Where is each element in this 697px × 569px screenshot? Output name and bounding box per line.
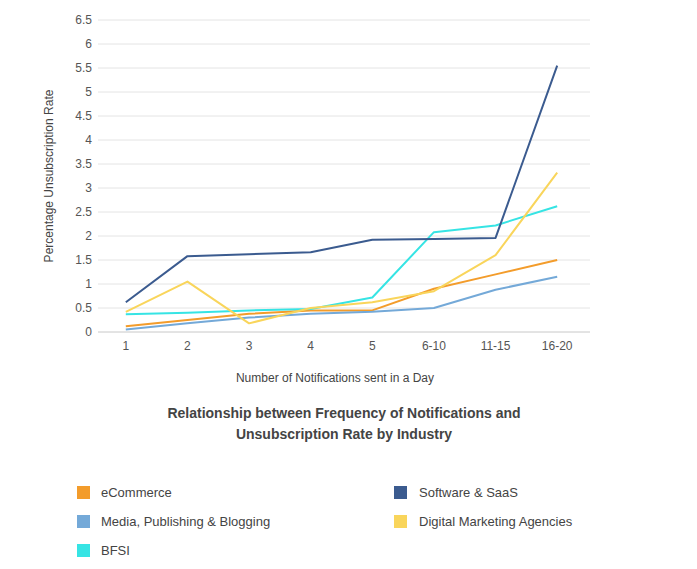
legend-label: BFSI xyxy=(101,543,130,558)
grid-line xyxy=(98,332,590,333)
x-tick-label: 1 xyxy=(122,339,129,353)
y-tick-label: 1.5 xyxy=(75,253,92,267)
series-line xyxy=(126,206,557,314)
chart-title: Relationship between Frequency of Notifi… xyxy=(149,403,539,445)
y-tick-label: 6 xyxy=(85,37,92,51)
x-tick-label: 16-20 xyxy=(542,339,573,353)
chart: 0 0.5 1 1.5 2 2.5 3 3.5 4 4.5 5 5.5 6 6.5 1 2 3 4 5 6-10 11-… xyxy=(0,0,697,569)
y-tick-label: 2 xyxy=(85,229,92,243)
grid-line xyxy=(98,116,590,117)
legend-label: eCommerce xyxy=(101,485,172,500)
x-tick-label: 4 xyxy=(307,339,314,353)
grid-line xyxy=(98,284,590,285)
grid-line xyxy=(98,44,590,45)
grid-line xyxy=(98,92,590,93)
y-tick-label: 5.5 xyxy=(75,61,92,75)
grid-line xyxy=(98,164,590,165)
legend-label: Media, Publishing & Blogging xyxy=(101,514,270,529)
legend-swatch xyxy=(77,486,90,499)
grid-line xyxy=(98,260,590,261)
y-tick-label: 4.5 xyxy=(75,109,92,123)
x-tick-label: 5 xyxy=(369,339,376,353)
x-tick-label: 3 xyxy=(246,339,253,353)
x-tick-label: 11-15 xyxy=(481,339,511,353)
grid-line xyxy=(98,140,590,141)
y-tick-label: 1 xyxy=(85,277,92,291)
grid-line xyxy=(98,212,590,213)
x-tick-label: 2 xyxy=(184,339,191,353)
grid-line xyxy=(98,236,590,237)
y-tick-label: 0 xyxy=(85,325,92,339)
grid-line xyxy=(98,20,590,21)
y-tick-label: 5 xyxy=(85,85,92,99)
y-tick-label: 4 xyxy=(85,133,92,147)
x-axis-label: Number of Notifications sent in a Day xyxy=(236,371,434,385)
x-tick-label: 6-10 xyxy=(422,339,446,353)
y-tick-label: 6.5 xyxy=(75,13,92,27)
series-line xyxy=(126,66,557,303)
grid-line xyxy=(98,68,590,69)
legend-label: Digital Marketing Agencies xyxy=(419,514,573,529)
legend-label: Software & SaaS xyxy=(419,485,518,500)
y-tick-label: 2.5 xyxy=(75,205,92,219)
y-tick-label: 3 xyxy=(85,181,92,195)
legend-swatch xyxy=(77,544,90,557)
y-tick-label: 0.5 xyxy=(75,301,92,315)
y-tick-label: 3.5 xyxy=(75,157,92,171)
series-line xyxy=(126,260,557,326)
y-axis-label: Percentage Unsubscription Rate xyxy=(42,89,56,262)
plot-area xyxy=(126,66,557,330)
legend-swatch xyxy=(77,515,90,528)
grid-line xyxy=(98,188,590,189)
series-line xyxy=(126,173,557,324)
legend-swatch xyxy=(394,515,407,528)
legend-swatch xyxy=(394,486,407,499)
grid-line xyxy=(98,308,590,309)
